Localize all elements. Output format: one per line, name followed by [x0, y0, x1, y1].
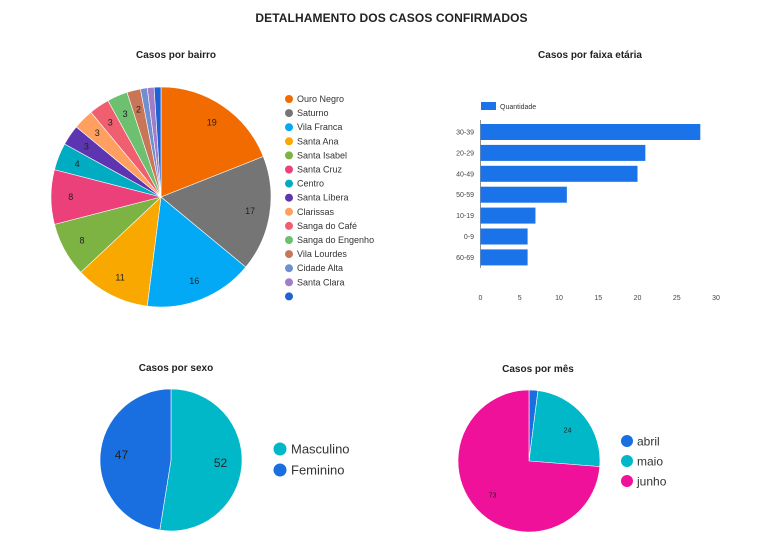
legend-label-mes-0: abril	[637, 435, 660, 449]
legend-marker-bairro-6	[285, 179, 293, 188]
slice-label-bairro-8: 3	[95, 128, 100, 138]
pie-slice-bairro-2	[146, 196, 247, 308]
legend-label-faixa: Quantidade	[500, 104, 536, 111]
tick-label-y-faixa-2: 40-49	[456, 171, 474, 178]
chart-title-sexo: Casos por sexo	[139, 363, 213, 374]
bar-faixa-3	[480, 186, 567, 203]
legend-marker-bairro-10	[285, 236, 293, 244]
slice-label-bairro-11: 2	[136, 105, 141, 115]
legend-marker-sexo-1	[273, 463, 287, 477]
slice-label-bairro-4: 8	[79, 235, 84, 245]
slice-label-sexo-1: 47	[115, 448, 129, 462]
bar-faixa-4	[480, 207, 536, 224]
bar-faixa-2	[480, 165, 638, 182]
legend-marker-mes-1	[621, 455, 633, 467]
chart-title-faixa: Casos por faixa etária	[538, 50, 642, 61]
pie-slice-sexo-1	[99, 388, 172, 531]
tick-label-y-faixa-6: 60-69	[456, 255, 474, 262]
legend-marker-bairro-8	[285, 207, 293, 216]
legend-marker-bairro-14	[285, 292, 293, 301]
legend-marker-bairro-0	[285, 95, 293, 103]
pie-slice-bairro-0	[160, 86, 264, 198]
legend-marker-bairro-9	[285, 221, 293, 230]
legend-label-bairro-6: Centro	[297, 179, 324, 189]
legend-marker-bairro-7	[285, 193, 293, 202]
pie-slice-mes-2	[457, 389, 601, 533]
legend-label-bairro-5: Santa Cruz	[297, 165, 343, 175]
legend-marker-bairro-5	[285, 165, 293, 174]
slice-label-bairro-1: 17	[245, 206, 255, 216]
legend-label-bairro-7: Santa Líbera	[297, 193, 349, 203]
legend-marker-mes-0	[621, 435, 633, 447]
slice-label-bairro-3: 11	[115, 272, 124, 282]
legend-marker-bairro-1	[285, 109, 293, 118]
slice-label-bairro-5: 8	[68, 192, 73, 202]
chart-title-bairro: Casos por bairro	[136, 50, 216, 61]
legend-label-bairro-0: Ouro Negro	[297, 94, 344, 104]
pie-slice-bairro-14	[153, 86, 162, 198]
legend-label-bairro-12: Cidade Alta	[297, 263, 343, 273]
legend-marker-faixa	[481, 102, 496, 110]
legend-label-mes-2: junho	[636, 475, 667, 489]
slice-label-mes-2: 73	[489, 493, 497, 500]
slice-label-mes-1: 24	[564, 428, 572, 435]
pie-slice-bairro-3	[80, 196, 162, 307]
legend-label-mes-1: maio	[637, 455, 663, 469]
tick-label-y-faixa-4: 10-19	[456, 213, 474, 220]
legend-marker-sexo-0	[273, 442, 287, 456]
bar-faixa-0	[480, 124, 701, 140]
pie-slice-sexo-0	[159, 388, 243, 532]
legend-marker-bairro-4	[285, 151, 293, 160]
slice-label-bairro-0: 19	[207, 117, 217, 127]
legend-marker-bairro-11	[285, 250, 293, 259]
tick-label-x-faixa-6: 30	[712, 295, 720, 302]
tick-label-x-faixa-4: 20	[634, 295, 642, 302]
slice-label-bairro-6: 4	[75, 159, 80, 169]
legend-label-sexo-1: Feminino	[291, 463, 344, 478]
legend-label-bairro-1: Saturno	[297, 108, 329, 118]
legend-marker-bairro-12	[285, 264, 293, 273]
legend-marker-bairro-2	[285, 123, 293, 132]
tick-label-y-faixa-0: 30-39	[456, 130, 474, 137]
slice-label-bairro-9: 3	[108, 117, 113, 127]
tick-label-y-faixa-3: 50-59	[456, 192, 474, 199]
tick-label-x-faixa-3: 15	[594, 295, 602, 302]
legend-label-bairro-3: Santa Ana	[297, 136, 339, 146]
bar-faixa-1	[480, 144, 646, 161]
tick-label-x-faixa-1: 5	[518, 295, 522, 302]
slice-label-sexo-0: 52	[214, 456, 228, 470]
chart-title-mes: Casos por mês	[502, 364, 574, 375]
tick-label-y-faixa-1: 20-29	[456, 150, 474, 157]
legend-label-bairro-4: Santa Isabel	[297, 150, 347, 160]
pie-slice-mes-1	[528, 390, 601, 467]
legend-marker-bairro-13	[285, 278, 293, 287]
tick-label-x-faixa-0: 0	[479, 295, 483, 302]
slice-label-bairro-7: 3	[84, 141, 89, 151]
tick-label-x-faixa-5: 25	[673, 295, 681, 302]
legend-label-bairro-13: Santa Clara	[297, 277, 345, 287]
tick-label-x-faixa-2: 10	[555, 295, 563, 302]
legend-marker-bairro-3	[285, 137, 293, 146]
bar-faixa-5	[480, 228, 528, 245]
bar-faixa-6	[480, 249, 528, 266]
slice-label-bairro-10: 3	[123, 109, 128, 119]
legend-label-bairro-9: Sanga do Café	[297, 221, 357, 231]
legend-label-sexo-0: Masculino	[291, 442, 350, 457]
tick-label-y-faixa-5: 0-9	[464, 234, 474, 241]
slice-label-bairro-2: 16	[189, 276, 199, 286]
page-title: DETALHAMENTO DOS CASOS CONFIRMADOS	[255, 11, 528, 25]
legend-label-bairro-10: Sanga do Engenho	[297, 235, 374, 245]
legend-label-bairro-11: Vila Lourdes	[297, 249, 347, 259]
legend-marker-mes-2	[621, 475, 633, 487]
legend-label-bairro-8: Clarissas	[297, 207, 335, 217]
pie-slice-bairro-1	[160, 156, 272, 268]
legend-label-bairro-2: Vila Franca	[297, 122, 342, 132]
